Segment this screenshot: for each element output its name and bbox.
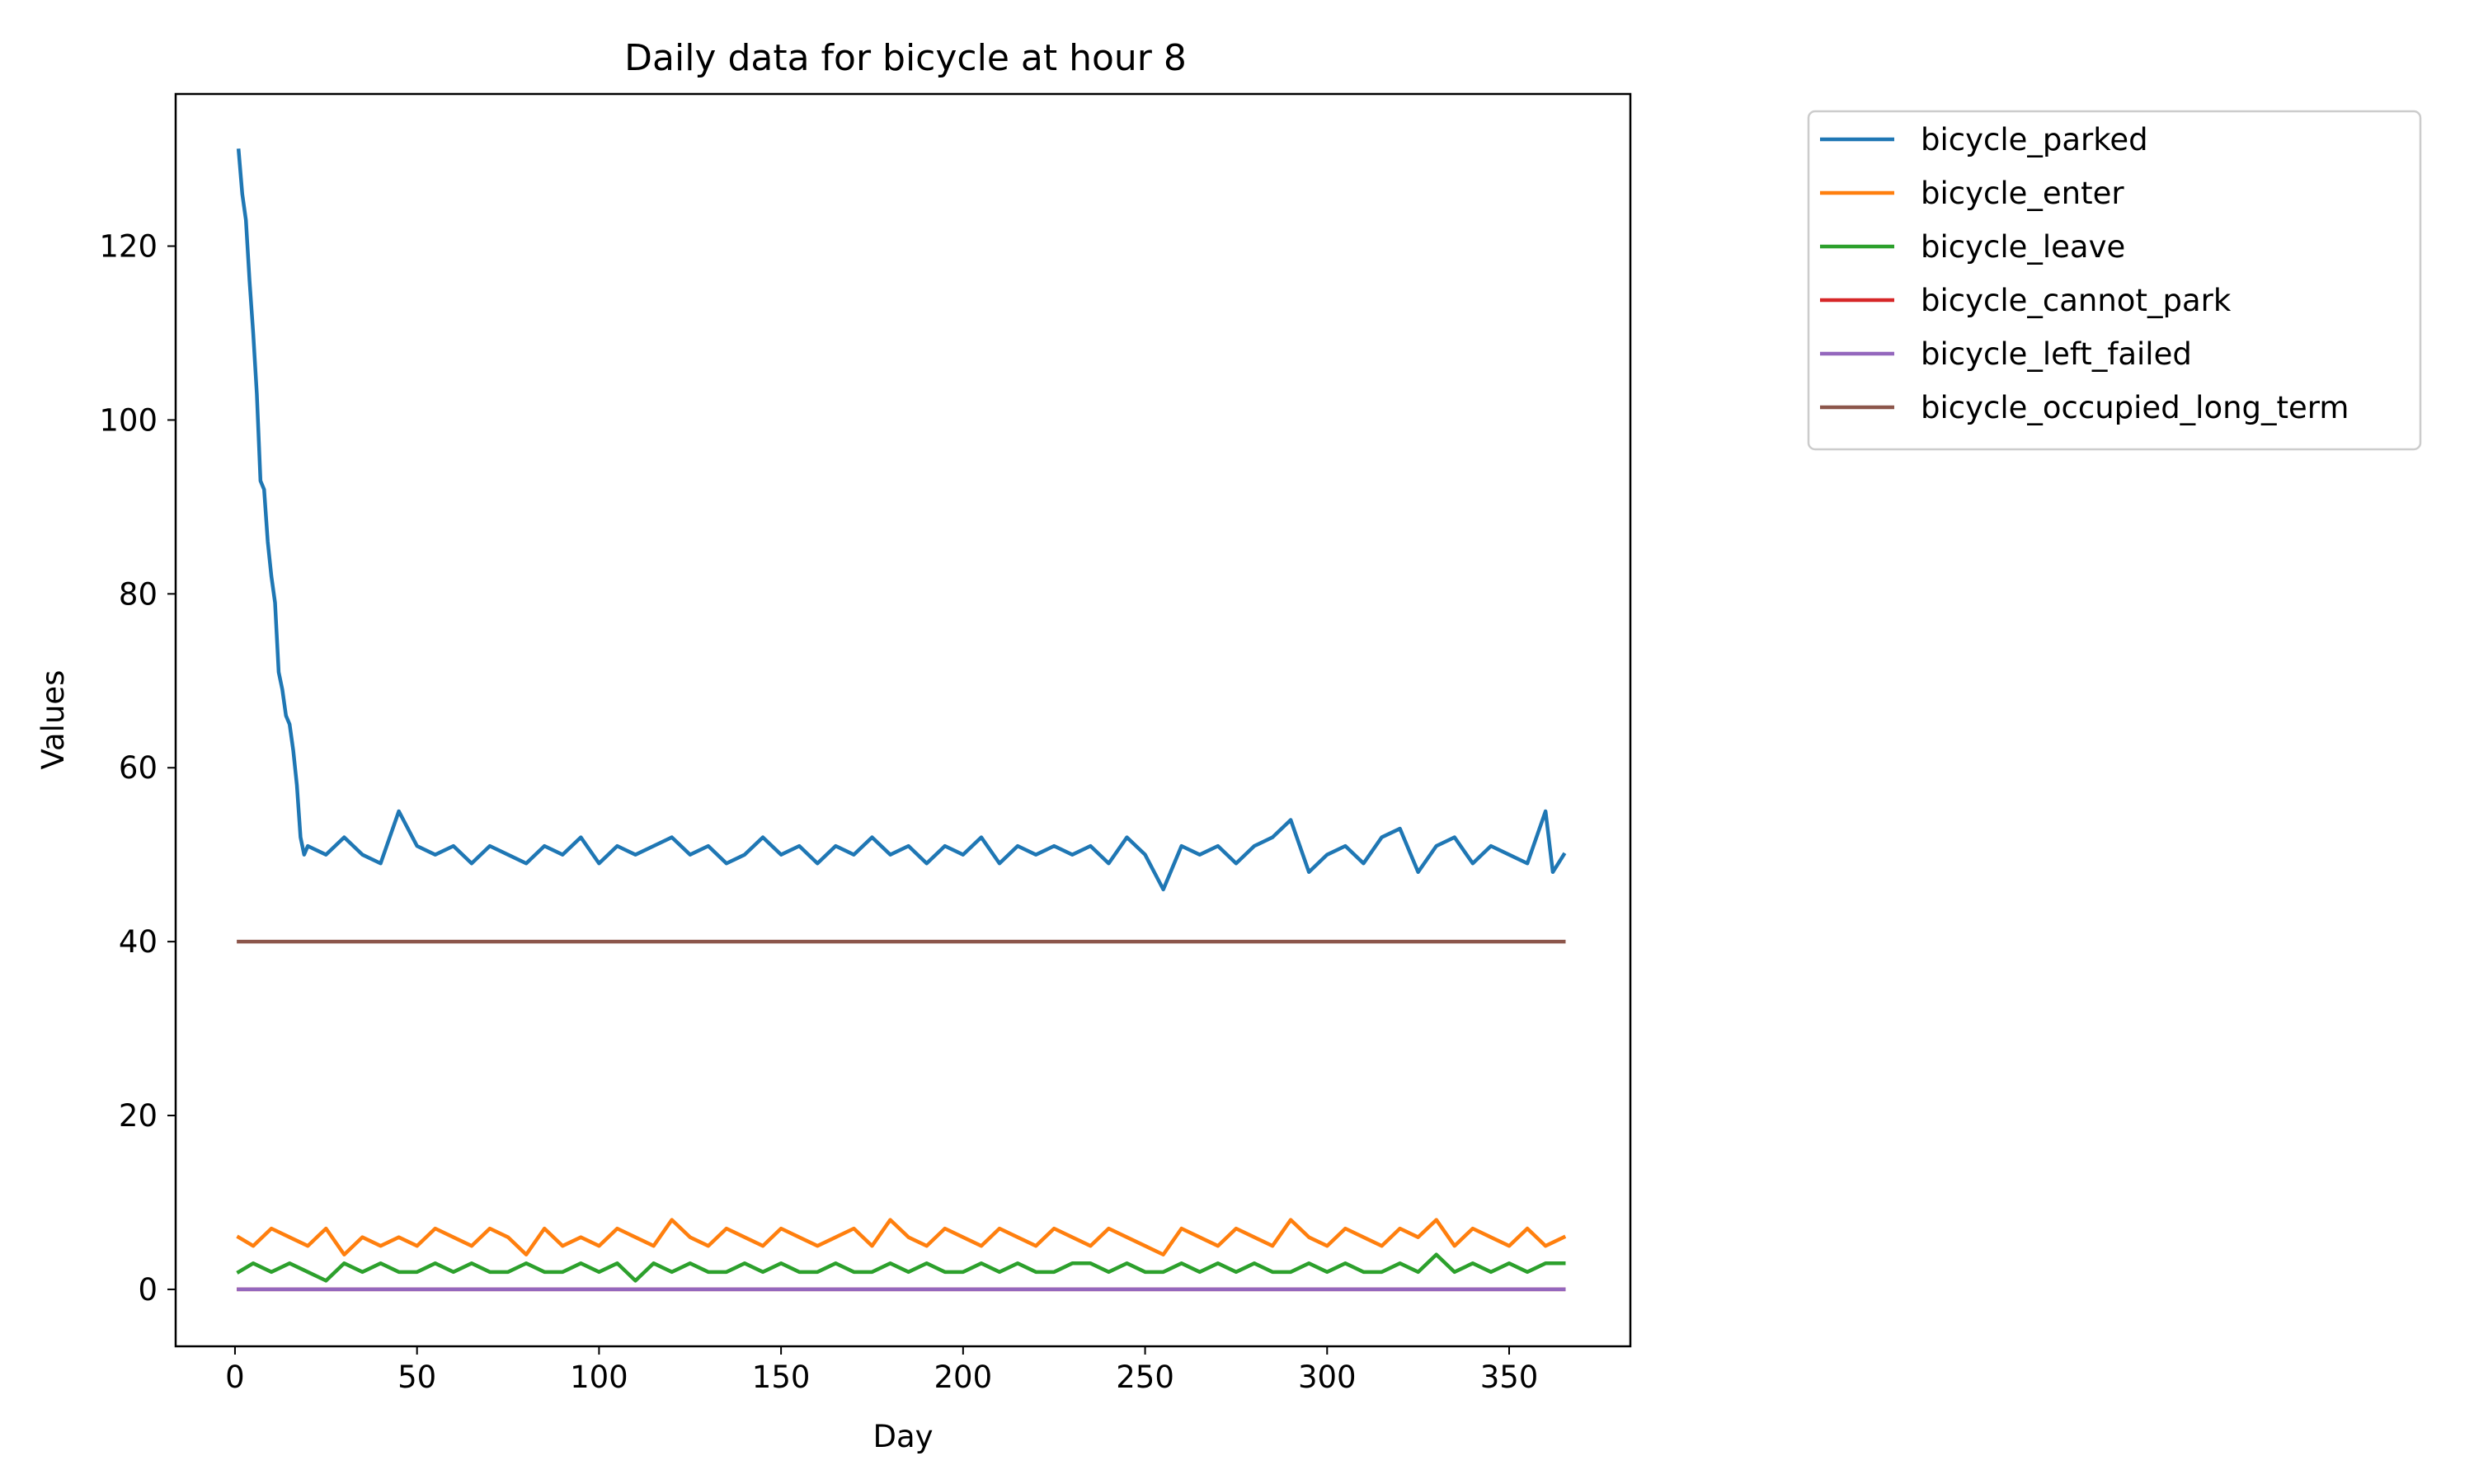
y-tick-label: 40 [119,924,158,960]
series-line-bicycle-enter [236,1218,1567,1256]
y-tick-label: 120 [99,229,158,265]
chart-title: Daily data for bicycle at hour 8 [624,37,1187,79]
y-tick-label: 60 [119,750,158,786]
x-tick-label: 250 [1116,1360,1174,1395]
legend: bicycle_parked bicycle_enter bicycle_leave… [1807,110,2422,451]
x-axis: 0 50 100 150 200 250 300 350 [225,1346,1538,1395]
legend-label: bicycle_parked [1921,122,2148,157]
legend-box [1807,110,2422,451]
x-tick-label: 200 [934,1360,993,1395]
series-line-bicycle-parked [236,148,1567,892]
plot-lines [236,148,1567,1292]
x-axis-label: Day [872,1419,933,1454]
y-tick-label: 80 [119,576,158,612]
legend-label: bicycle_left_failed [1921,336,2192,372]
y-tick-label: 20 [119,1098,158,1134]
legend-label: bicycle_leave [1921,229,2125,265]
y-axis: 0 20 40 60 80 100 120 [99,229,176,1308]
y-axis-label: Values [35,670,71,770]
plot-frame [174,92,1632,1348]
y-tick-label: 100 [99,402,158,438]
series-line-bicycle-leave [236,1252,1566,1283]
x-tick-label: 150 [752,1360,811,1395]
x-tick-label: 0 [225,1360,245,1395]
x-tick-label: 300 [1298,1360,1357,1395]
legend-label: bicycle_occupied_long_term [1921,390,2349,425]
y-tick-label: 0 [138,1272,158,1308]
x-tick-label: 100 [570,1360,628,1395]
legend-label: bicycle_enter [1921,176,2124,211]
x-tick-label: 350 [1480,1360,1539,1395]
x-tick-label: 50 [397,1360,436,1395]
legend-label: bicycle_cannot_park [1921,283,2232,318]
